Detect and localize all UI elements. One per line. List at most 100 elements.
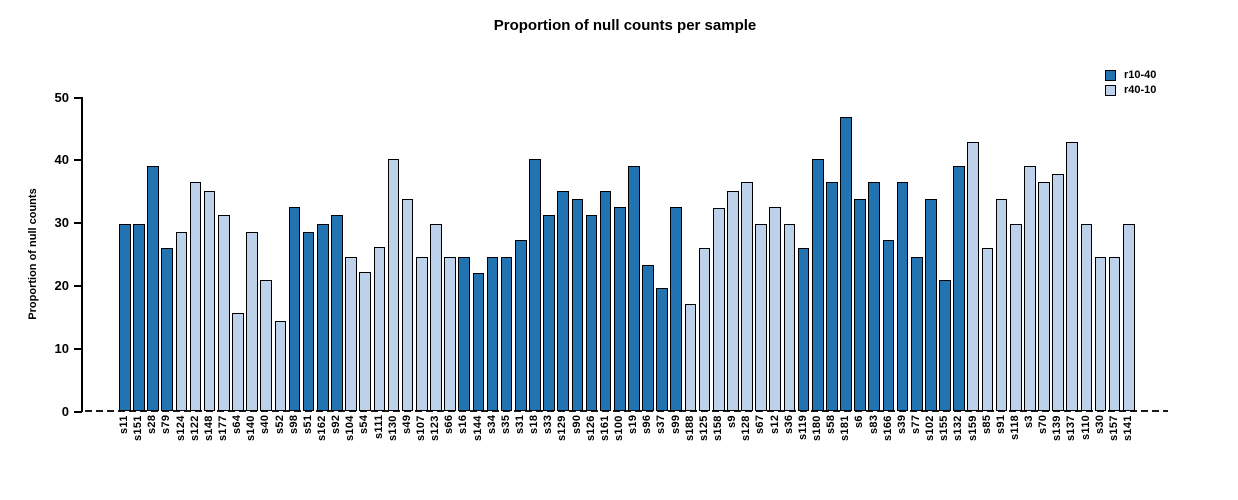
x-tick: s125 (697, 415, 711, 467)
bar-s123 (430, 223, 442, 411)
x-tick: s119 (796, 415, 810, 467)
legend-entry-r40-10: r40-10 (1105, 84, 1156, 97)
bar-s19 (628, 166, 640, 411)
x-tick-label: s12 (768, 415, 781, 435)
x-tick-label: s166 (881, 415, 894, 441)
y-axis-tick (74, 347, 82, 350)
x-tick-label: s159 (966, 415, 979, 441)
x-tick-label: s90 (570, 415, 583, 435)
x-tick: s35 (500, 415, 513, 467)
x-tick-label: s124 (174, 415, 187, 441)
legend-swatch-r40-10 (1105, 85, 1116, 96)
bar-s39 (896, 182, 909, 411)
x-tick-label: s98 (287, 415, 300, 435)
y-axis-tick (74, 159, 82, 162)
bar-s34 (486, 256, 499, 411)
legend-entry-r10-40: r10-40 (1105, 69, 1156, 82)
bar-s157 (1108, 256, 1121, 411)
x-tick-label: s119 (796, 415, 809, 441)
x-tick-label: s122 (188, 415, 201, 441)
bar-s99 (670, 206, 683, 411)
x-tick-label: s188 (683, 415, 696, 441)
bar-s64 (232, 313, 244, 411)
x-tick: s181 (839, 415, 852, 467)
x-tick-label: s67 (754, 415, 767, 435)
bar-s188 (684, 304, 697, 411)
x-tick-label: s148 (202, 415, 215, 441)
bar-s155 (939, 279, 951, 411)
x-tick: s148 (202, 415, 216, 467)
x-tick-label: s49 (400, 415, 413, 435)
x-tick: s161 (599, 415, 612, 467)
x-tick-label: s125 (697, 415, 710, 441)
y-tick-label: 10 (54, 340, 69, 356)
x-tick: s144 (472, 415, 485, 467)
x-tick-label: s91 (994, 415, 1007, 435)
bar-s35 (500, 256, 513, 411)
x-tick: s70 (1037, 415, 1050, 467)
bar-s177 (217, 215, 230, 411)
bar-s37 (656, 287, 668, 411)
x-tick: s111 (372, 415, 386, 467)
bar-s137 (1066, 142, 1079, 411)
bar-s85 (981, 247, 994, 411)
x-tick: s16 (457, 415, 470, 467)
x-tick: s96 (641, 415, 654, 467)
x-tick-label: s129 (556, 415, 569, 441)
bar-s181 (840, 117, 852, 411)
x-tick-label: s79 (160, 415, 173, 435)
bar-s98 (288, 206, 301, 411)
x-tick-label: s151 (132, 415, 145, 441)
x-tick: s124 (174, 415, 188, 467)
x-tick: s83 (868, 415, 880, 467)
x-tick: s128 (740, 415, 753, 467)
x-tick-label: s16 (457, 415, 470, 435)
x-tick-label: s31 (514, 415, 526, 435)
bar-s3 (1024, 166, 1036, 411)
bar-s31 (514, 239, 527, 411)
x-tick: s110 (1080, 415, 1093, 467)
x-tick-label: s162 (316, 415, 329, 441)
bar-s122 (189, 182, 202, 411)
x-tick: s91 (994, 415, 1008, 467)
x-tick: s118 (1009, 415, 1022, 467)
bar-s110 (1080, 223, 1093, 411)
bar-s90 (571, 199, 584, 411)
bar-s107 (415, 256, 428, 411)
x-tick-label: s157 (1107, 415, 1120, 441)
x-tick-label: s33 (542, 415, 555, 435)
x-tick: s104 (344, 415, 357, 467)
x-tick-label: s104 (344, 415, 357, 441)
x-tick-label: s9 (726, 415, 739, 428)
x-tick: s126 (585, 415, 598, 467)
x-tick-label: s102 (924, 415, 937, 441)
x-tick: s159 (967, 415, 979, 467)
x-tick-label: s19 (627, 415, 640, 435)
bar-s18 (529, 158, 541, 411)
x-tick-label: s52 (273, 415, 286, 435)
y-axis (81, 97, 83, 412)
bar-s49 (401, 199, 414, 411)
x-tick-label: s99 (669, 415, 682, 435)
x-tick: s52 (273, 415, 287, 467)
bar-s51 (302, 232, 315, 411)
x-tick-label: s85 (980, 415, 993, 435)
bar-s92 (331, 215, 343, 411)
x-tick-label: s177 (217, 415, 230, 441)
y-tick-label: 20 (54, 277, 69, 293)
x-tick: s66 (443, 415, 456, 467)
x-tick-label: s30 (1093, 415, 1106, 435)
bar-s54 (359, 272, 372, 411)
x-tick-label: s28 (146, 415, 159, 435)
bar-s180 (811, 158, 824, 411)
x-tick-label: s111 (372, 415, 385, 440)
x-tick: s6 (853, 415, 866, 467)
x-tick-label: s34 (485, 415, 498, 435)
y-tick-label: 40 (54, 152, 69, 168)
x-tick-label: s96 (641, 415, 654, 435)
x-tick: s151 (132, 415, 145, 467)
x-tick: s99 (670, 415, 682, 467)
bar-s67 (755, 223, 767, 411)
x-tick: s107 (415, 415, 428, 467)
x-tick: s54 (358, 415, 371, 467)
